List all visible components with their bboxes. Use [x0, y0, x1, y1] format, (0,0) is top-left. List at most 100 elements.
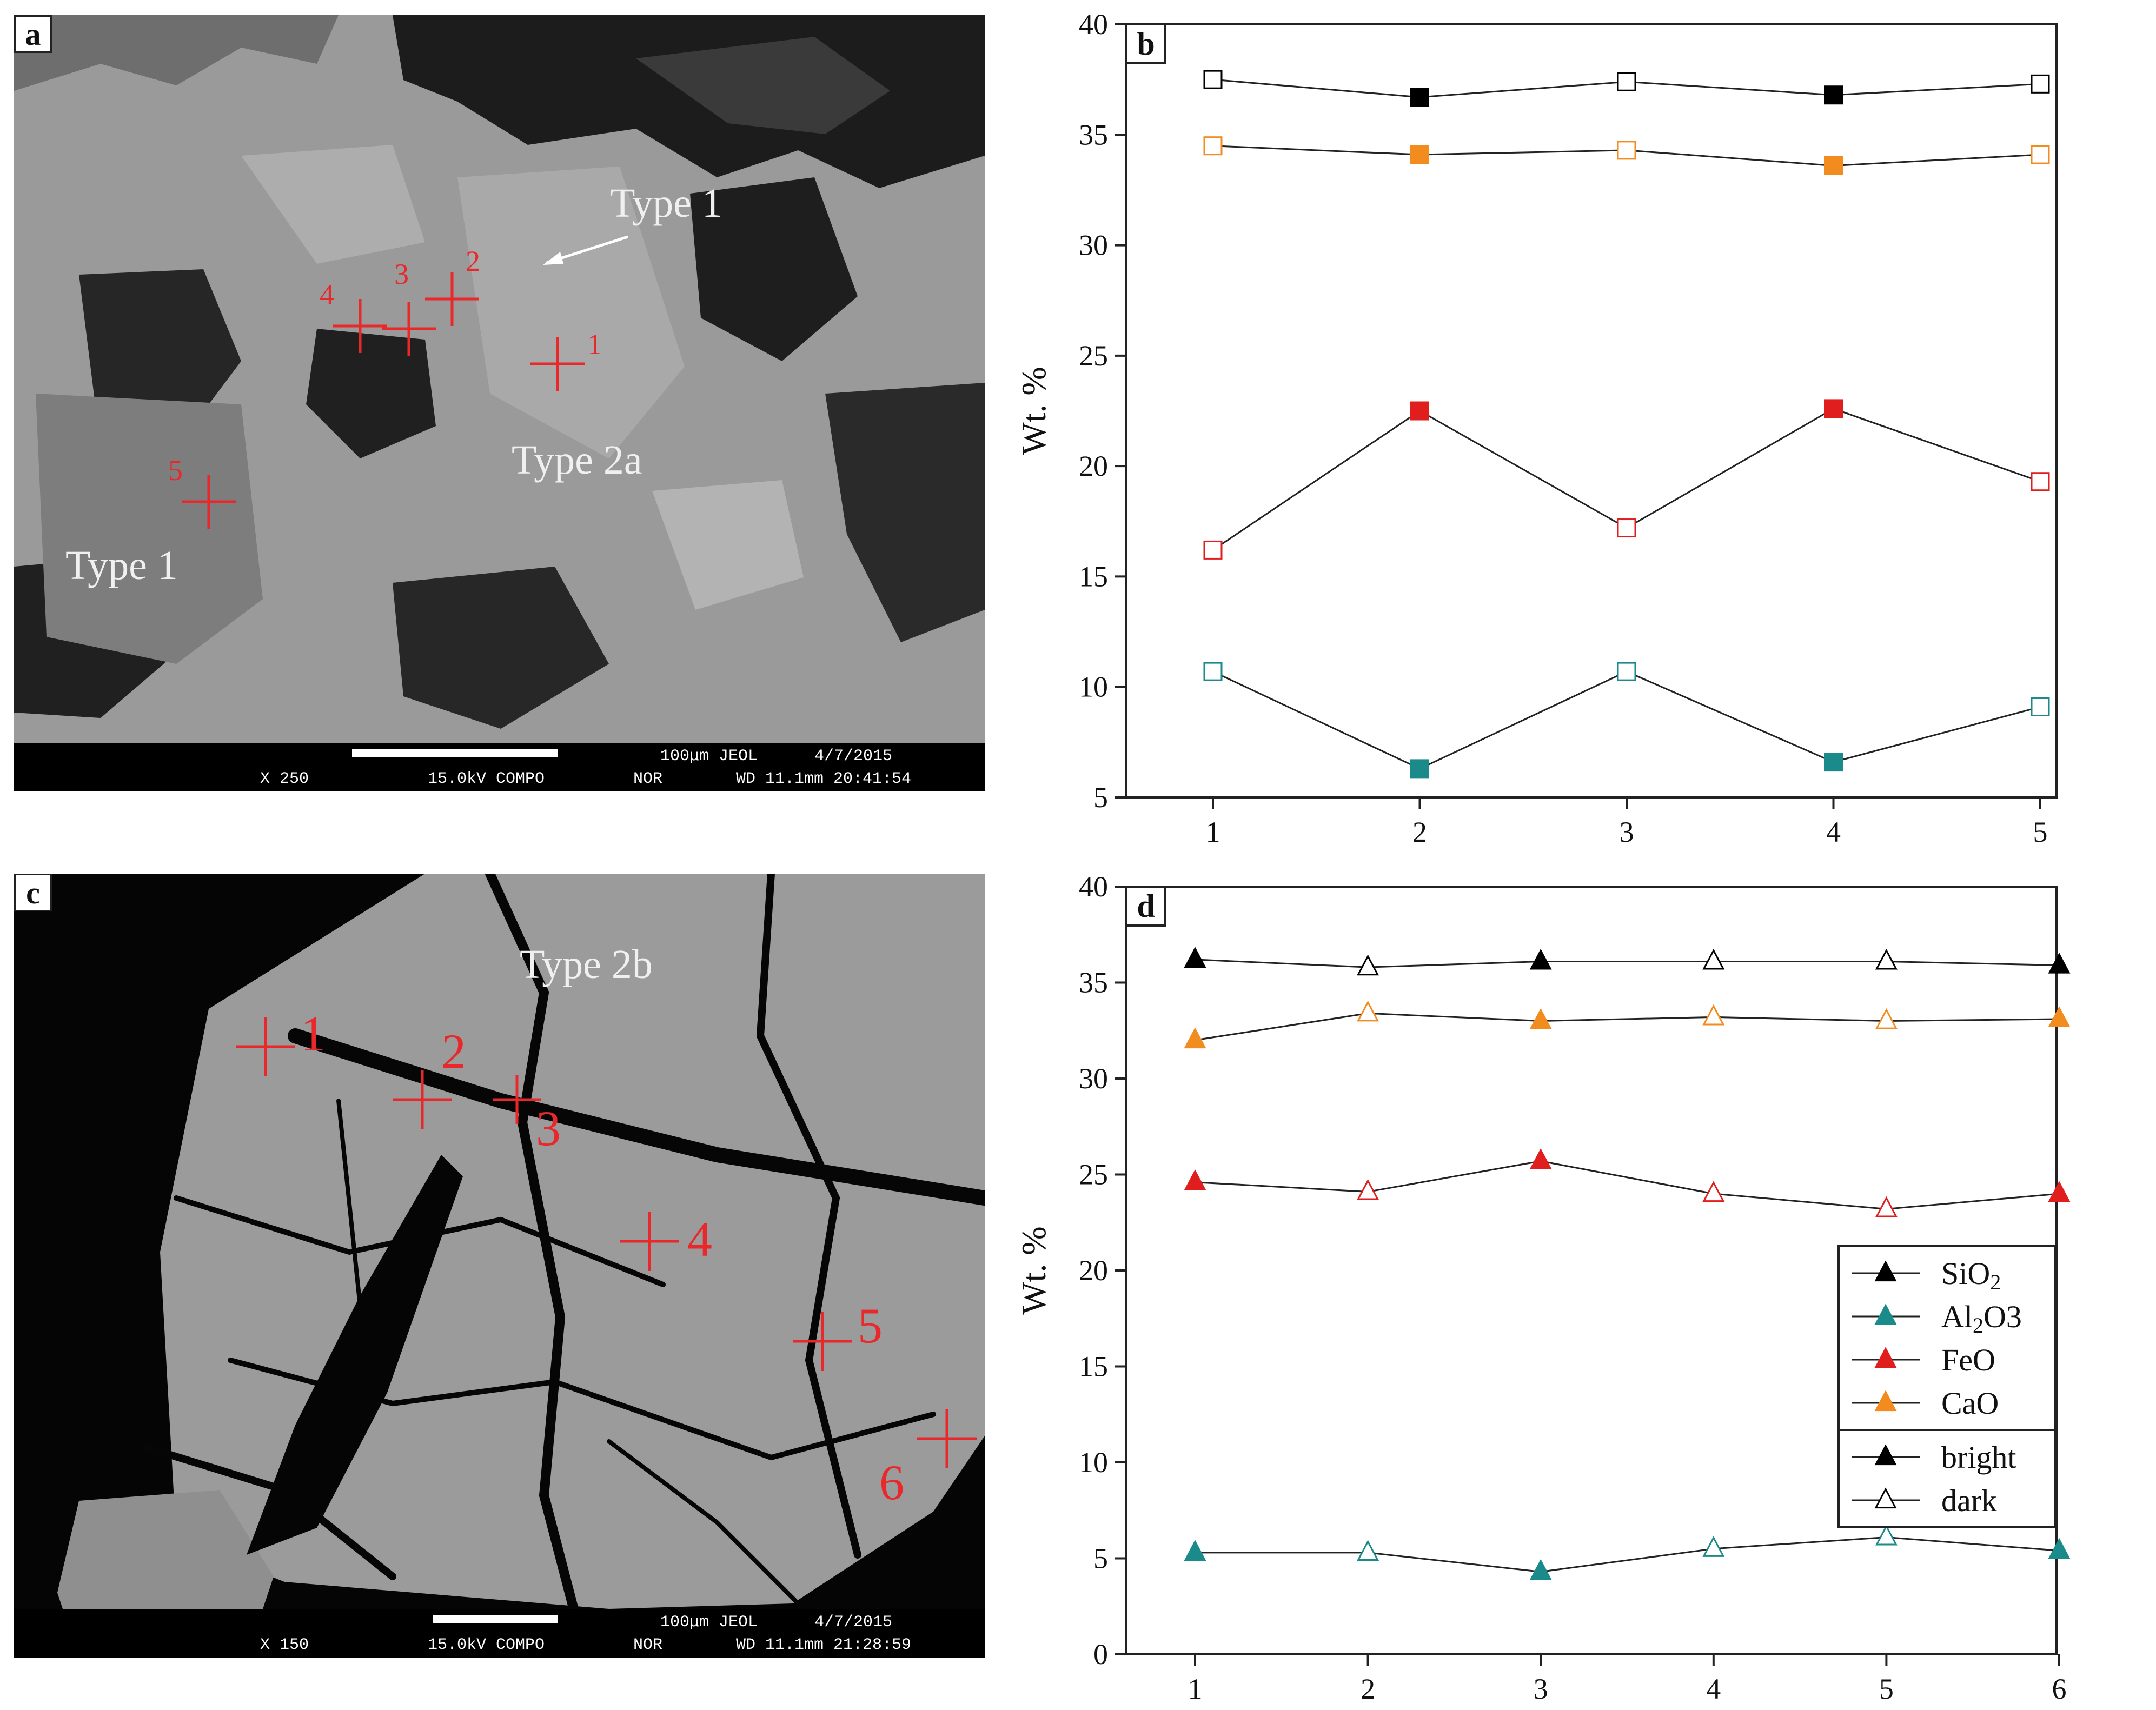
legend-marker [1874, 1260, 1897, 1282]
point-cao [1875, 1008, 1898, 1029]
point-cao [1203, 136, 1223, 156]
y-tick-label: 25 [1079, 1159, 1108, 1191]
sem-databar-a: 100μm JEOL 4/7/2015 X 250 15.0kV COMPO N… [14, 743, 985, 791]
point-cao [2048, 1006, 2071, 1028]
legend-label: CaO [1941, 1386, 1999, 1421]
y-tick-label: 35 [1079, 967, 1108, 999]
point-al2o3 [1617, 662, 1636, 681]
y-tick-label: 40 [1079, 870, 1108, 903]
x-tick-label: 1 [1206, 816, 1220, 843]
point-feo [1184, 1169, 1206, 1190]
point-cao [1184, 1027, 1206, 1049]
marker-a-5: 5 [168, 454, 183, 487]
chart-d-svg: d 0 5 10 15 20 25 30 35 40 1 2 3 4 5 6 Wt. % SiO2 Al2O3 FeO… [1014, 870, 2071, 1705]
y-tick-label: 35 [1079, 118, 1108, 151]
sem-texture-c [14, 874, 985, 1658]
y-tick-label: 40 [1079, 8, 1108, 41]
label-type2b: Type 2b [520, 942, 653, 987]
sem-databar-c: 100μm JEOL 4/7/2015 X 150 15.0kV COMPO N… [14, 1609, 985, 1658]
legend-marker [1874, 1487, 1897, 1509]
marker-a-3: 3 [394, 258, 409, 290]
databar-kv-c: 15.0kV COMPO [428, 1636, 545, 1654]
point-feo [1824, 399, 1843, 418]
sem-image-c: c Type 2b 1 2 3 4 5 6 100μm JEOL 4/7/201… [14, 874, 985, 1658]
databar-date-a: 4/7/2015 [814, 747, 893, 766]
databar-mode-c: NOR [633, 1636, 663, 1654]
point-sio2 [1702, 948, 1725, 970]
point-feo [1875, 1196, 1898, 1217]
point-sio2 [2048, 952, 2071, 974]
databar-mode-a: NOR [633, 770, 663, 788]
marker-c-3: 3 [536, 1101, 561, 1156]
marker-a-2: 2 [466, 245, 480, 277]
databar-date-c: 4/7/2015 [814, 1613, 893, 1632]
y-tick-label: 15 [1079, 1350, 1108, 1383]
databar-mag-a: X 250 [260, 770, 309, 788]
point-cao [1824, 156, 1843, 175]
point-cao [1702, 1004, 1725, 1026]
legend-marker [1874, 1444, 1897, 1466]
y-axis-label: Wt. % [1014, 367, 1053, 455]
point-sio2 [1184, 947, 1206, 968]
panel-letter-box [1125, 886, 1166, 927]
databar-wd-a: WD 11.1mm 20:41:54 [736, 770, 912, 788]
y-tick-label: 30 [1079, 1062, 1108, 1095]
x-tick-label: 5 [1879, 1673, 1894, 1705]
sem-texture-a [14, 15, 985, 791]
point-al2o3 [1410, 759, 1429, 779]
y-tick-label: 10 [1079, 1446, 1108, 1479]
point-cao [1357, 1000, 1379, 1022]
series-line-al2o3 [1195, 1536, 2060, 1573]
y-tick-label: 30 [1079, 229, 1108, 262]
label-type2a: Type 2a [512, 437, 642, 483]
point-al2o3 [1357, 1540, 1379, 1561]
x-tick-label: 1 [1188, 1673, 1203, 1705]
panel-letter-b: b [1137, 26, 1155, 62]
point-feo [1357, 1179, 1379, 1200]
legend-marker [1874, 1303, 1897, 1325]
point-feo [2031, 472, 2050, 491]
panel-letter-c: c [14, 874, 52, 911]
legend-marker [1874, 1390, 1897, 1412]
x-tick-label: 4 [1706, 1673, 1721, 1705]
legend-label: SiO2 [1941, 1256, 2001, 1294]
point-al2o3 [1824, 753, 1843, 772]
point-feo [1203, 540, 1223, 560]
x-tick-label: 5 [2033, 816, 2048, 843]
legend-box-brightness [1837, 1429, 2056, 1528]
y-tick-label: 20 [1079, 450, 1108, 482]
legend-label: dark [1941, 1483, 1997, 1518]
point-sio2 [1875, 948, 1898, 970]
y-tick-label: 15 [1079, 560, 1108, 593]
legend-box-species [1837, 1245, 2056, 1431]
point-sio2 [1357, 954, 1379, 976]
point-al2o3 [1875, 1524, 1898, 1546]
databar-kv-a: 15.0kV COMPO [428, 770, 545, 788]
y-tick-label: 10 [1079, 671, 1108, 703]
point-al2o3 [2031, 697, 2050, 716]
marker-c-2: 2 [441, 1024, 466, 1079]
point-sio2 [1824, 85, 1843, 105]
y-tick-label: 5 [1093, 781, 1108, 814]
point-feo [1617, 518, 1636, 538]
x-tick-label: 4 [1826, 816, 1841, 843]
y-tick-label: 5 [1093, 1542, 1108, 1575]
panel-letter-box [1125, 23, 1166, 64]
legend-label: FeO [1941, 1342, 1995, 1378]
y-tick-label: 0 [1093, 1638, 1108, 1671]
chart-b: b 5 10 15 20 25 30 35 40 1 2 3 4 5 Wt. % [995, 0, 2156, 843]
plot-frame [1125, 23, 2058, 799]
sem-image-a: a Type 1 Type 2a Type 1 1 2 3 4 5 100μm … [14, 15, 985, 791]
databar-mag-c: X 150 [260, 1636, 309, 1654]
databar-scale-a: 100μm JEOL [660, 747, 758, 766]
point-cao [1617, 141, 1636, 160]
marker-c-5: 5 [858, 1298, 883, 1353]
series-line-sio2 [1195, 959, 2060, 968]
databar-scale-c: 100μm JEOL [660, 1613, 758, 1632]
databar-wd-c: WD 11.1mm 21:28:59 [736, 1636, 912, 1654]
point-sio2 [1410, 88, 1429, 107]
point-al2o3 [2048, 1538, 2071, 1559]
point-sio2 [1203, 70, 1223, 89]
y-tick-label: 20 [1079, 1254, 1108, 1287]
marker-a-1: 1 [587, 328, 602, 361]
